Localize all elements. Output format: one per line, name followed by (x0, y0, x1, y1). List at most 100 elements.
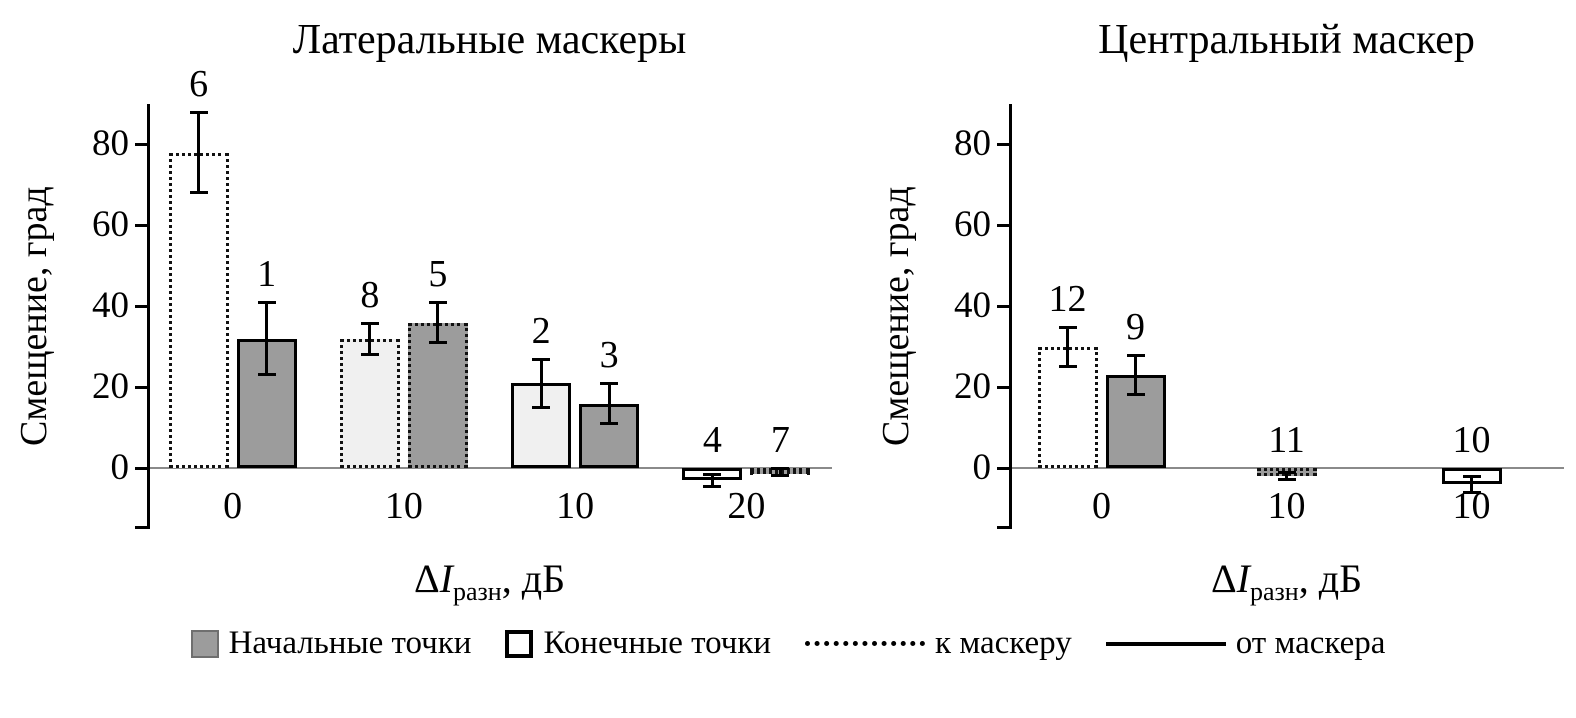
xlabel-subscript: разн (453, 577, 502, 606)
error-bar-cap (771, 467, 790, 471)
error-bar-cap (189, 191, 208, 195)
error-bar-cap (1277, 478, 1296, 482)
error-bar-line (265, 302, 269, 376)
error-bar-line (1066, 326, 1069, 368)
y-tick-label: 20 (954, 366, 991, 408)
error-bar-cap (703, 473, 722, 477)
bar-number-label: 4 (702, 419, 722, 462)
y-tick-label: 20 (92, 366, 129, 408)
y-tick-label: 60 (954, 204, 991, 246)
panel-lateral-maskers: Латеральные маскеры Смещение, град 0 20 40… (12, 14, 832, 606)
error-bar-cap (1126, 393, 1145, 397)
y-tick (135, 223, 147, 227)
y-tick-label: 0 (110, 447, 130, 489)
bar-5 (407, 322, 468, 469)
legend-item-from-masker: от маскера (1105, 625, 1386, 662)
y-tick (997, 385, 1009, 389)
error-bar-cap (1058, 325, 1077, 329)
error-bar-cap (600, 382, 619, 386)
figure: Латеральные маскеры Смещение, град 0 20 40… (12, 14, 1564, 606)
error-bar-line (436, 302, 440, 343)
y-tick (997, 142, 1009, 146)
y-tick-label: 60 (92, 204, 129, 246)
error-bar-cap (1462, 490, 1481, 494)
error-bar-cap (1126, 353, 1145, 357)
bar-8 (339, 338, 400, 469)
bar-1 (236, 338, 297, 469)
error-bar-line (197, 112, 201, 194)
gray-filled-square-icon (190, 629, 219, 658)
error-bar-line (778, 468, 782, 477)
y-tick-label: 40 (954, 285, 991, 327)
bar-number-label: 2 (531, 310, 551, 352)
x-tick-label: 10 (1267, 485, 1306, 528)
x-axis-title: ΔIразн, дБ (147, 553, 832, 606)
bar-number-label: 7 (770, 419, 790, 462)
white-outlined-square-icon (505, 629, 534, 658)
y-tick (997, 466, 1009, 470)
legend-label: к маскеру (935, 625, 1072, 661)
error-bar-cap (703, 484, 722, 488)
bar-6 (168, 152, 229, 469)
plot-area: 0 20 40 60 80 12 9 11 10 0 10 10 (954, 104, 1564, 529)
y-tick (997, 526, 1009, 529)
solid-line-icon (1105, 641, 1226, 646)
y-tick (135, 142, 147, 146)
x-axis-baseline (147, 467, 832, 470)
legend-label: Начальные точки (228, 625, 472, 661)
error-bar-cap (360, 352, 379, 356)
panel-title: Латеральные маскеры (292, 17, 687, 63)
x-tick-label: 0 (223, 485, 243, 528)
plot-area: 0 20 40 60 80 6 1 8 5 2 3 4 7 0 10 10 20 (92, 63, 832, 529)
y-axis-title: Смещение, град (875, 186, 917, 447)
legend-label: от маскера (1235, 625, 1386, 661)
x-tick-label: 10 (384, 485, 423, 528)
y-tick (135, 526, 147, 529)
error-bar-cap (1462, 475, 1481, 479)
error-bar-cap (428, 340, 447, 344)
y-axis (1009, 104, 1012, 529)
error-bar-line (1134, 354, 1137, 396)
x-axis-title: ΔIразн, дБ (1009, 553, 1564, 606)
legend-item-toward-masker: к маскеру (805, 625, 1072, 662)
xlabel-delta: Δ (413, 556, 440, 601)
error-bar-cap (1058, 365, 1077, 369)
y-tick-label: 0 (972, 447, 992, 489)
x-tick-label: 0 (1092, 485, 1111, 528)
error-bar-line (607, 383, 611, 424)
error-bar-cap (428, 301, 447, 305)
panel-central-masker: Центральный маскер Смещение, град 0 20 40 6… (874, 14, 1564, 606)
y-tick (135, 466, 147, 470)
y-axis (147, 104, 150, 529)
error-bar-line (368, 322, 372, 355)
y-tick-label: 40 (92, 285, 129, 327)
bar-number-label: 12 (1048, 277, 1087, 320)
xlabel-symbol: I (1236, 556, 1250, 601)
y-tick-label: 80 (92, 123, 129, 165)
error-bar-cap (257, 301, 276, 305)
x-tick-label: 10 (1452, 485, 1491, 528)
legend-item-initial-points: Начальные точки (190, 625, 472, 662)
y-tick-label: 80 (954, 123, 991, 165)
error-bar-line (1285, 472, 1288, 481)
bar-number-label: 1 (257, 253, 277, 296)
panel-title: Центральный маскер (1098, 17, 1475, 63)
y-axis-title: Смещение, град (13, 186, 55, 447)
error-bar-cap (771, 474, 790, 478)
xlabel-symbol: I (439, 556, 453, 601)
error-bar-cap (360, 321, 379, 325)
xlabel-unit: , дБ (1298, 556, 1363, 601)
y-tick (135, 385, 147, 389)
error-bar-line (1470, 476, 1473, 493)
xlabel-delta: Δ (1210, 556, 1237, 601)
error-bar-cap (1277, 471, 1296, 475)
error-bar-line (710, 474, 714, 487)
bar-number-label: 11 (1268, 419, 1305, 462)
x-tick-label: 10 (556, 485, 595, 528)
bar-number-label: 8 (360, 273, 380, 316)
dotted-line-icon (805, 641, 926, 646)
y-tick (135, 304, 147, 308)
error-bar-cap (532, 358, 551, 361)
error-bar-cap (189, 111, 208, 115)
bar-number-label: 10 (1452, 419, 1491, 462)
